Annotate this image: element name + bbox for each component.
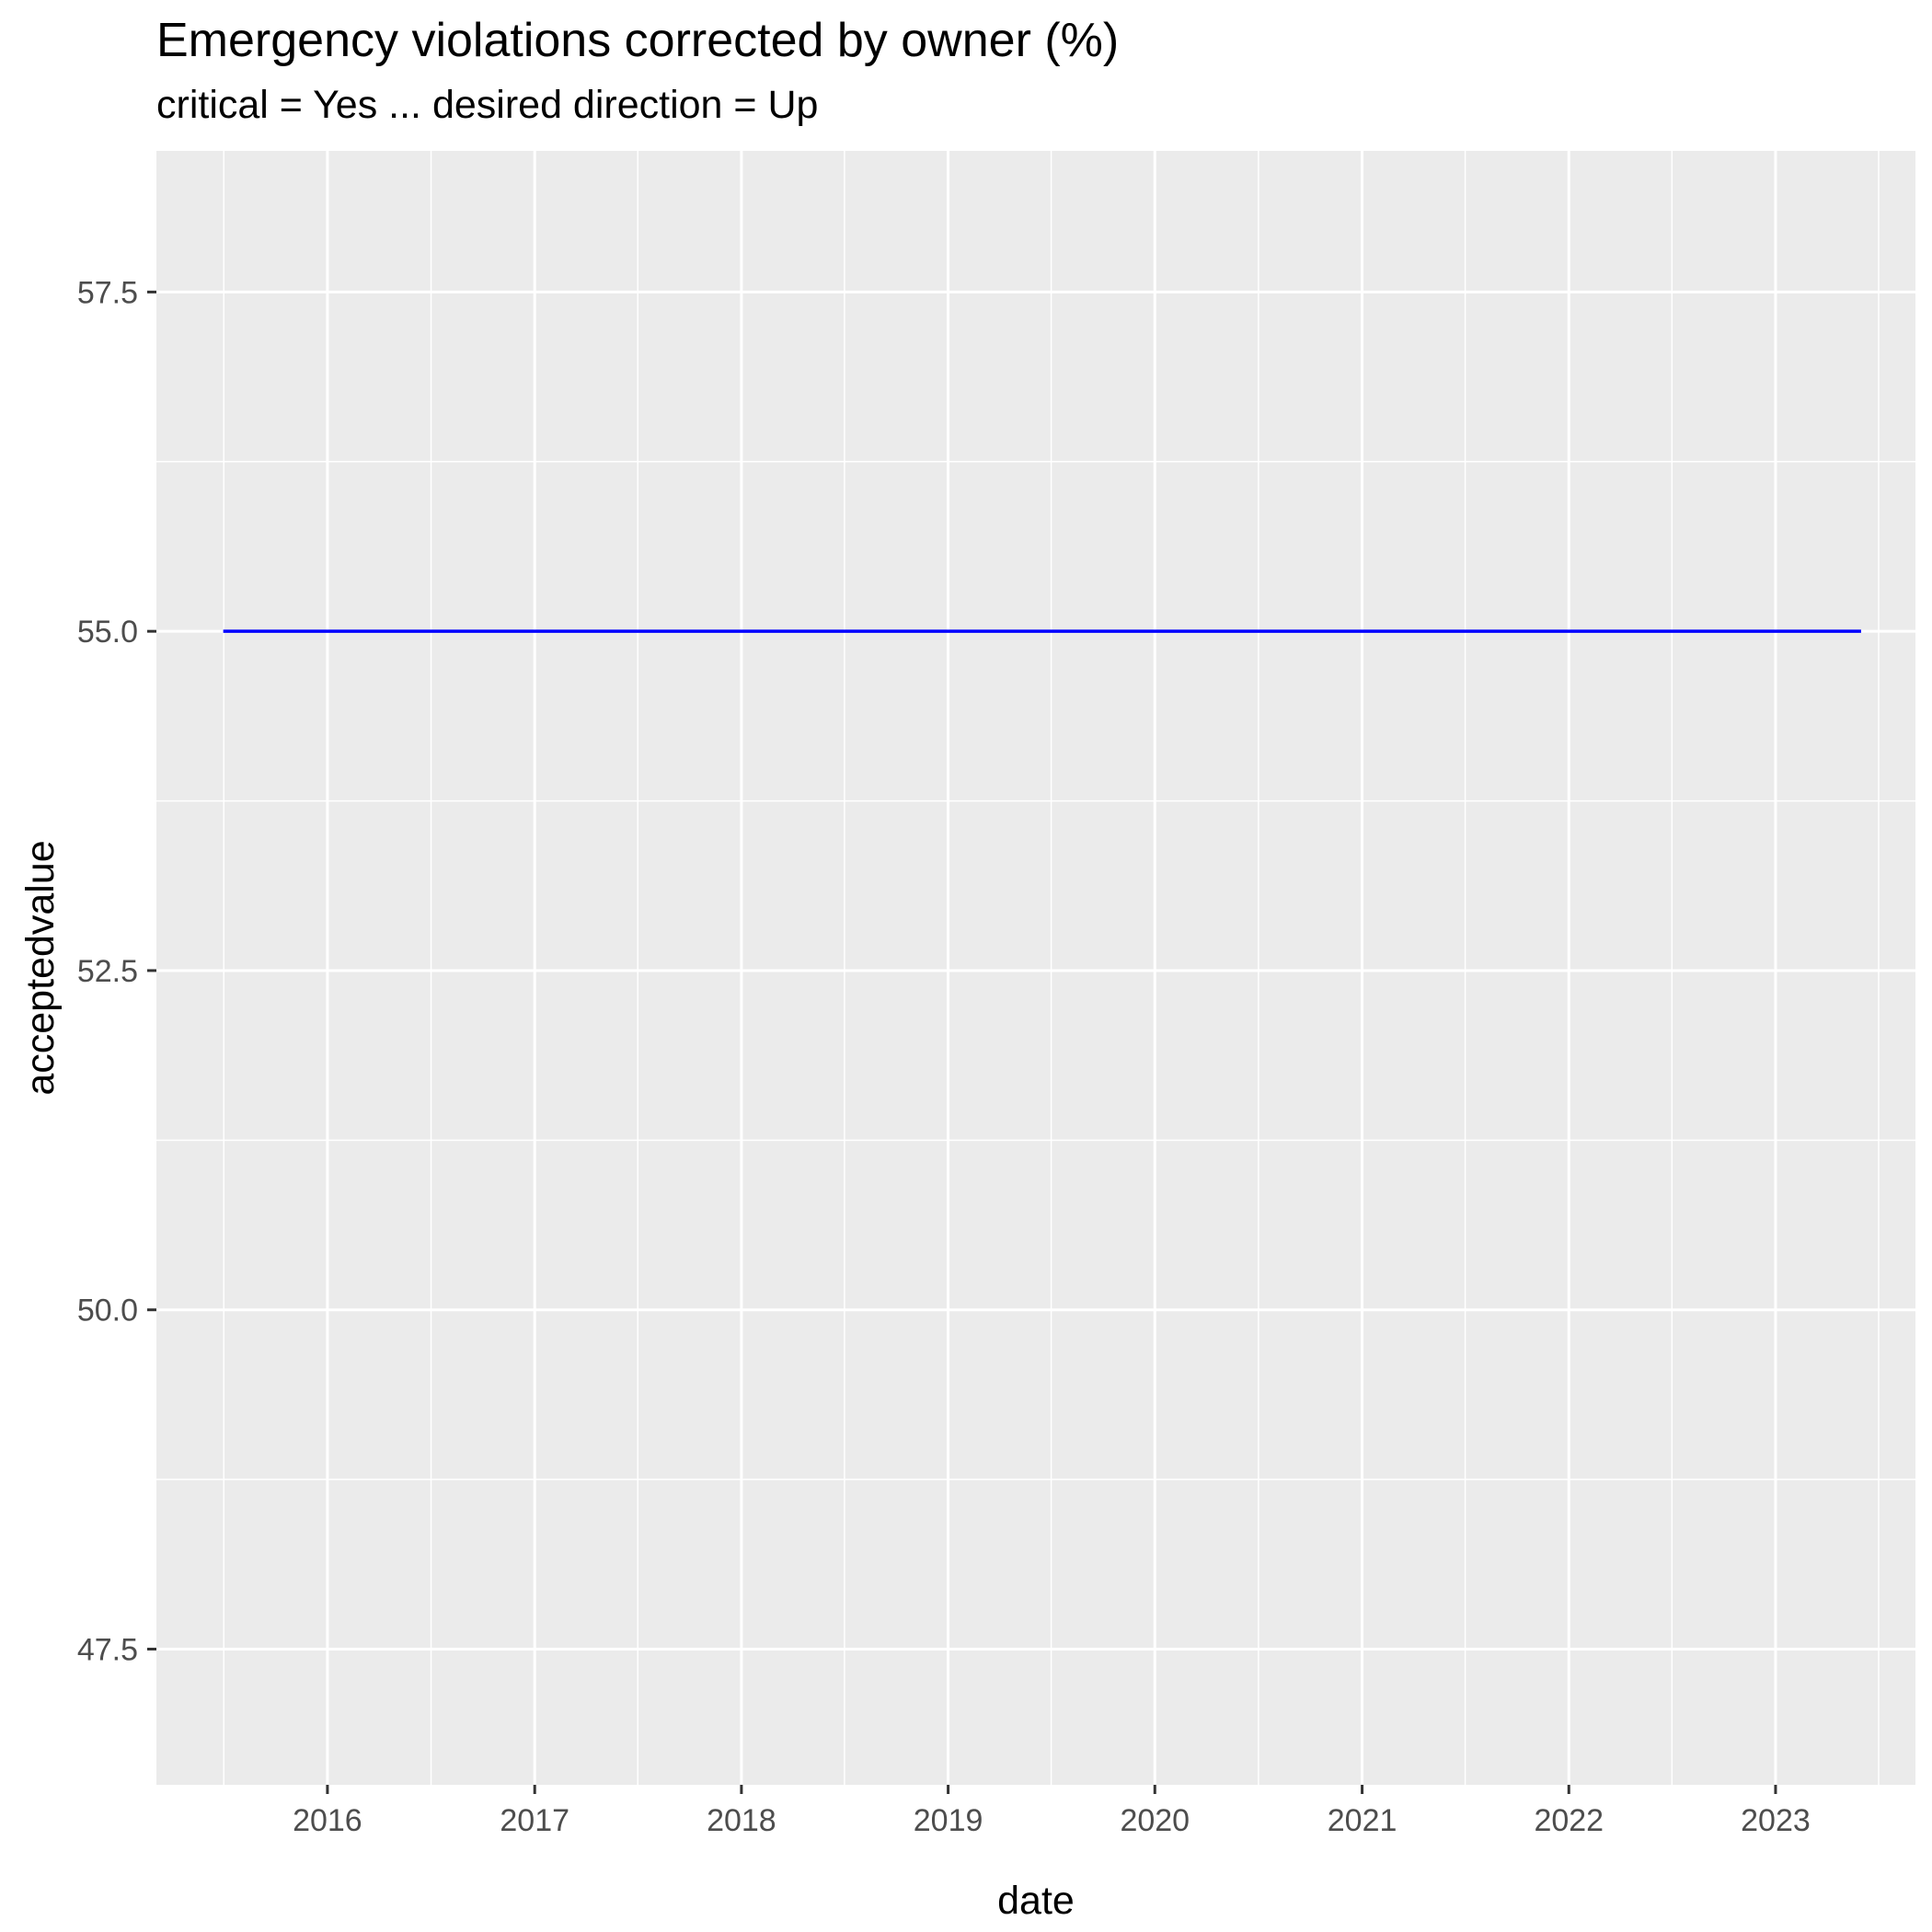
x-axis-title: date: [997, 1879, 1075, 1923]
x-tick-label: 2021: [1328, 1803, 1397, 1838]
y-tick-label: 52.5: [77, 954, 138, 989]
y-tick-label: 57.5: [77, 275, 138, 310]
x-axis: 2016 2017 2018 2019 2020 2021 2022 2023: [293, 1785, 1811, 1838]
x-tick-label: 2017: [500, 1803, 569, 1838]
chart-title: Emergency violations corrected by owner …: [156, 14, 1120, 67]
x-tick-label: 2023: [1741, 1803, 1811, 1838]
x-tick-label: 2020: [1120, 1803, 1190, 1838]
plot-panel: [156, 151, 1915, 1785]
x-tick-label: 2019: [914, 1803, 983, 1838]
y-tick-label: 55.0: [77, 615, 138, 650]
x-tick-label: 2018: [707, 1803, 776, 1838]
y-tick-label: 50.0: [77, 1294, 138, 1328]
y-tick-label: 47.5: [77, 1632, 138, 1667]
chart-subtitle: critical = Yes ... desired direction = U…: [156, 83, 819, 127]
y-axis: 47.5 50.0 52.5 55.0 57.5: [77, 275, 156, 1667]
x-tick-label: 2016: [293, 1803, 362, 1838]
y-axis-title: acceptedvalue: [18, 840, 63, 1095]
minor-gridlines: [156, 151, 1915, 1785]
x-tick-label: 2022: [1534, 1803, 1604, 1838]
